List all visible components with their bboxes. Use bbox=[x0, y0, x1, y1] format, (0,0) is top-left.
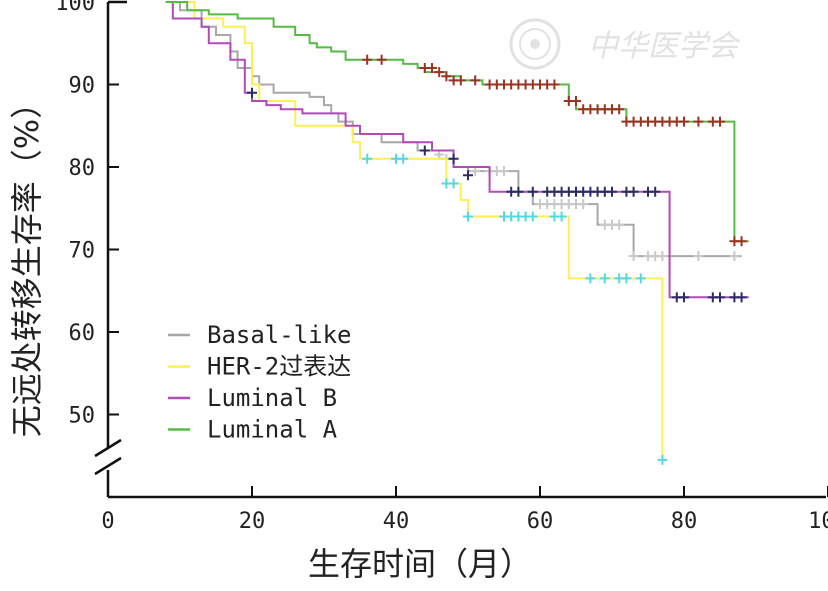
censor-mark-luminal-a-38 bbox=[715, 116, 725, 127]
series-her-2 bbox=[165, 1, 668, 465]
censor-mark-luminal-a-26 bbox=[614, 104, 625, 115]
censor-mark-her-2-12 bbox=[556, 211, 567, 222]
axes bbox=[94, 0, 826, 499]
censor-mark-luminal-b-26 bbox=[736, 292, 747, 303]
censor-mark-luminal-a-0 bbox=[362, 54, 373, 65]
censor-mark-luminal-a-40 bbox=[736, 236, 747, 247]
censor-mark-luminal-a-20 bbox=[571, 96, 581, 106]
censor-mark-luminal-b-3 bbox=[463, 170, 473, 181]
series-layer bbox=[165, 1, 749, 465]
legend-label-basal-like: Basal-like bbox=[207, 321, 352, 349]
censor-mark-basal-like-12 bbox=[578, 199, 589, 210]
censor-mark-her-2-17 bbox=[635, 273, 646, 284]
censor-mark-luminal-b-2 bbox=[448, 153, 459, 164]
legend-label-luminal-a: Luminal A bbox=[207, 416, 338, 444]
axis-ticks: 0 20 40 60 80 100 50 60 70 80 90 100 bbox=[55, 0, 828, 534]
censor-mark-basal-like-15 bbox=[614, 219, 625, 230]
y-tick-label-60: 60 bbox=[69, 321, 96, 346]
censor-mark-luminal-a-18 bbox=[549, 79, 560, 90]
censor-mark-basal-like-20 bbox=[693, 251, 704, 262]
y-tick-label-70: 70 bbox=[69, 239, 96, 264]
censor-mark-luminal-a-3 bbox=[427, 63, 437, 73]
x-axis-title: 生存时间（月） bbox=[308, 545, 532, 583]
y-tick-label-90: 90 bbox=[69, 74, 96, 99]
censor-mark-luminal-b-22 bbox=[679, 292, 689, 303]
legend-label-luminal-b: Luminal B bbox=[207, 384, 337, 412]
censor-mark-luminal-b-20 bbox=[650, 186, 661, 197]
y-tick-label-50: 50 bbox=[69, 404, 96, 429]
censor-mark-luminal-a-4 bbox=[434, 67, 445, 78]
censor-mark-her-2-4 bbox=[448, 178, 459, 189]
censor-mark-her-2-18 bbox=[657, 454, 668, 465]
censor-mark-luminal-b-24 bbox=[715, 292, 725, 303]
legend: Basal-like HER-2过表达 Luminal B Luminal A bbox=[168, 321, 352, 444]
censor-mark-luminal-a-8 bbox=[470, 75, 481, 86]
series-line-luminal-b bbox=[165, 1, 749, 299]
x-tick-label-60: 60 bbox=[527, 509, 554, 534]
x-tick-label-40: 40 bbox=[383, 509, 410, 534]
society-seal-icon bbox=[509, 18, 561, 70]
x-tick-label-100: 100 bbox=[808, 509, 828, 534]
censor-mark-basal-like-21 bbox=[729, 251, 740, 262]
legend-label-her-2: HER-2过表达 bbox=[207, 353, 351, 381]
watermark: 中华医学会 bbox=[509, 18, 741, 70]
censor-mark-luminal-a-5 bbox=[441, 71, 452, 82]
censor-mark-her-2-0 bbox=[362, 153, 373, 164]
series-luminal-b bbox=[165, 1, 749, 303]
censor-mark-luminal-b-5 bbox=[513, 186, 524, 197]
censor-mark-luminal-a-35 bbox=[679, 116, 689, 127]
x-tick-label-0: 0 bbox=[101, 509, 114, 534]
censor-mark-luminal-b-18 bbox=[628, 186, 639, 197]
censor-mark-her-2-14 bbox=[599, 273, 610, 284]
censor-mark-luminal-a-1 bbox=[376, 54, 387, 65]
censor-mark-her-2-10 bbox=[527, 211, 538, 222]
censor-mark-luminal-a-7 bbox=[455, 75, 466, 86]
y-tick-label-100: 100 bbox=[55, 0, 95, 16]
x-tick-label-20: 20 bbox=[239, 509, 266, 534]
series-luminal-a bbox=[165, 1, 749, 247]
censor-mark-her-2-13 bbox=[585, 273, 596, 284]
censor-mark-basal-like-19 bbox=[657, 251, 668, 262]
axis-break-mark-2 bbox=[94, 456, 122, 476]
censor-mark-basal-like-5 bbox=[499, 166, 509, 177]
y-axis-title: 无远处转移生存率（%） bbox=[8, 87, 46, 437]
series-line-luminal-a bbox=[165, 1, 749, 243]
x-tick-label-80: 80 bbox=[671, 509, 698, 534]
y-tick-label-80: 80 bbox=[69, 156, 96, 181]
series-basal-like bbox=[165, 1, 742, 262]
censor-mark-basal-like-16 bbox=[628, 251, 639, 262]
censor-mark-luminal-b-0 bbox=[247, 87, 257, 98]
censor-mark-her-2-16 bbox=[621, 273, 632, 284]
watermark-text: 中华医学会 bbox=[588, 29, 741, 64]
censor-mark-luminal-b-16 bbox=[607, 186, 617, 197]
censor-mark-luminal-b-6 bbox=[527, 186, 538, 197]
axis-break-mark-1 bbox=[94, 438, 122, 458]
censor-mark-luminal-a-36 bbox=[693, 116, 704, 127]
censor-mark-her-2-5 bbox=[463, 211, 473, 222]
censor-mark-luminal-b-1 bbox=[419, 145, 430, 156]
censor-mark-her-2-2 bbox=[398, 153, 409, 164]
